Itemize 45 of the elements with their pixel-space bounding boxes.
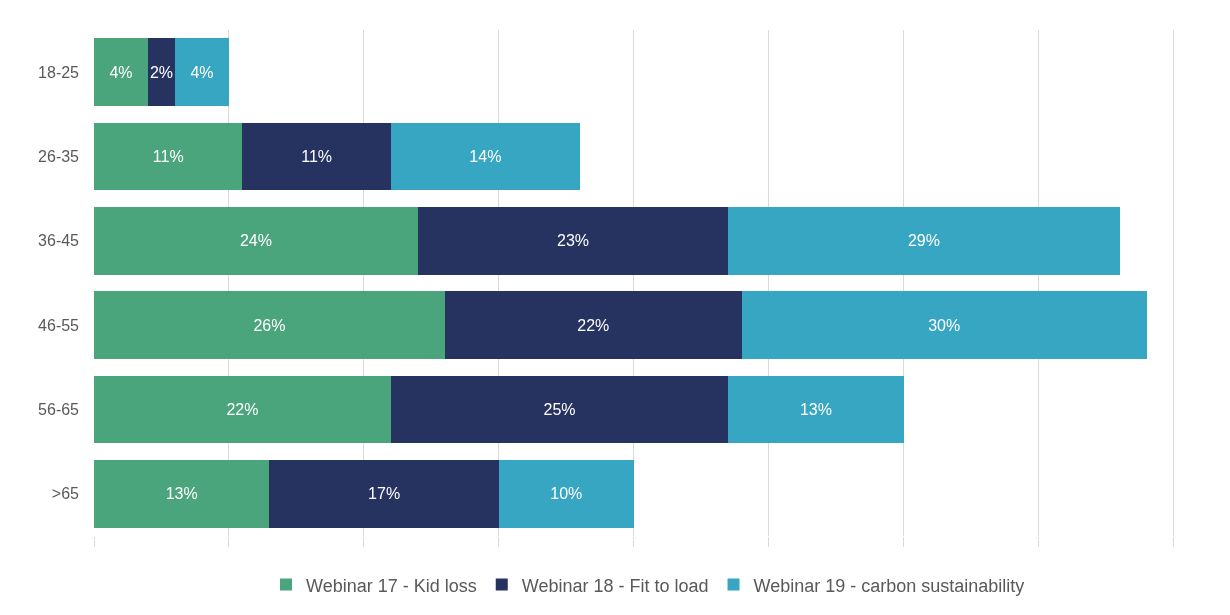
data-label: 4%: [190, 63, 214, 81]
data-label: 2%: [149, 63, 174, 81]
legend-label: Webinar 19 - carbon sustainability: [753, 575, 1025, 596]
bar: [741, 291, 1147, 359]
bar: [728, 375, 904, 444]
data-label: 30%: [928, 316, 961, 334]
y-tick-label: 46-55: [38, 316, 80, 334]
bar: [390, 375, 729, 444]
y-tick-label: 18-25: [38, 63, 80, 81]
bar: [94, 122, 243, 191]
y-tick-label: 26-35: [38, 148, 80, 166]
bar: [269, 460, 499, 528]
data-label: 14%: [469, 148, 502, 165]
legend-label: Webinar 18 - Fit to load: [521, 575, 709, 596]
data-label: 22%: [226, 401, 259, 418]
bar: [174, 38, 229, 106]
bar: [390, 122, 580, 191]
data-label: 29%: [907, 232, 940, 250]
bar: [94, 38, 148, 106]
data-label: 26%: [253, 316, 286, 334]
data-label: 22%: [577, 316, 610, 334]
data-label: 11%: [152, 148, 184, 165]
bar: [94, 375, 391, 444]
data-label: 11%: [301, 148, 333, 165]
y-tick-label: 56-65: [38, 401, 80, 419]
bar: [417, 207, 729, 275]
y-tick-label: 36-45: [38, 232, 80, 250]
data-label: 17%: [368, 485, 401, 503]
bar: [94, 207, 418, 275]
data-label: 24%: [239, 232, 272, 250]
bar: [242, 122, 391, 191]
data-label: 4%: [109, 63, 133, 81]
data-label: 25%: [543, 401, 576, 418]
data-label: 23%: [557, 232, 590, 250]
bar: [147, 38, 175, 106]
y-tick-label: >65: [51, 485, 80, 503]
data-label: 10%: [550, 485, 583, 503]
bar: [728, 207, 1120, 275]
bar: [94, 460, 270, 528]
bar: [444, 291, 742, 359]
data-label: 13%: [799, 401, 832, 418]
legend-label: Webinar 17 - Kid loss: [306, 575, 477, 596]
data-label: 13%: [165, 485, 198, 503]
bar: [94, 291, 445, 359]
bar: [498, 460, 634, 528]
